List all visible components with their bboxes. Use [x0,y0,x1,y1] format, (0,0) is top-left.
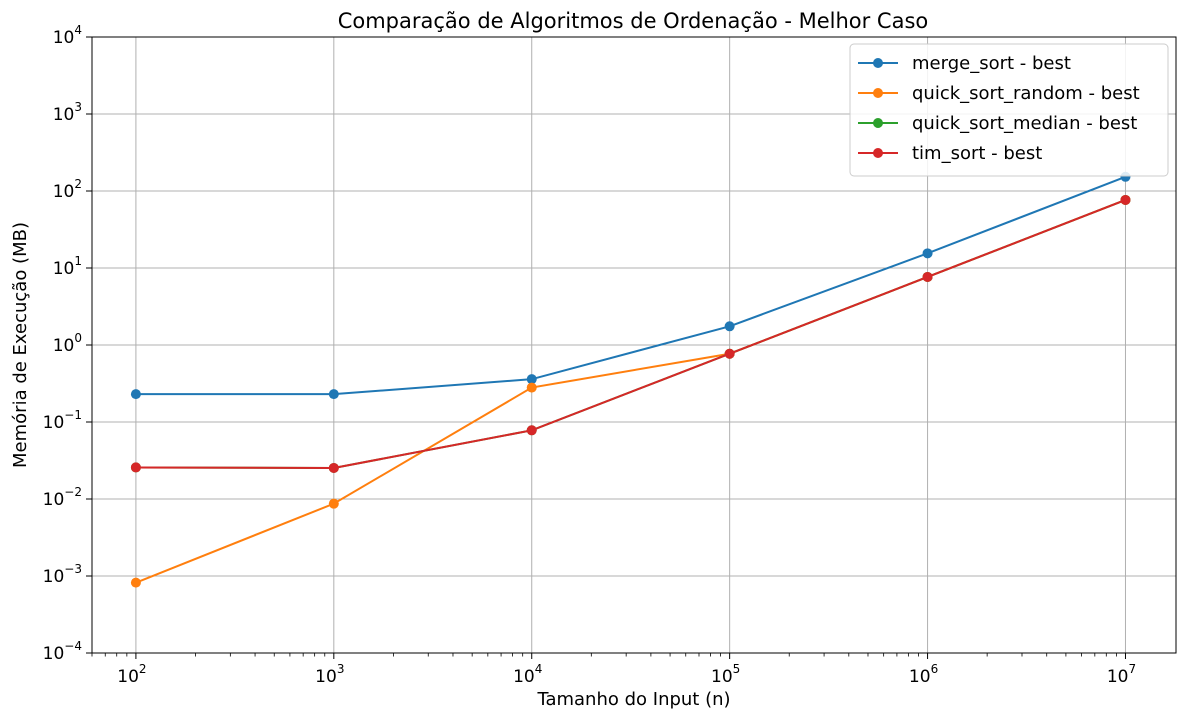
series-line [135,175,1126,396]
y-tick-label: 100 [53,331,82,356]
y-tick-label: 103 [53,100,82,125]
legend-label: merge_sort - best [912,53,1071,74]
series-merge-sort-best [130,171,1131,400]
legend: merge_sort - best quick_sort_random - bes… [849,43,1169,177]
y-tick-label: 10−3 [43,562,82,587]
legend-swatch-marker [873,118,883,128]
legend-label: tim_sort - best [912,143,1042,164]
y-tick-label: 10−4 [43,639,82,664]
x-tick-label: 107 [1107,662,1136,687]
series-tim-sort-best [130,194,1131,473]
x-tick-label: 105 [711,662,740,687]
data-point [328,498,339,509]
data-point [328,389,339,400]
series-line [135,199,1126,469]
data-point [922,271,933,282]
y-tick-label: 101 [53,254,82,279]
data-point [130,462,141,473]
y-tick-label: 10−2 [43,485,82,510]
legend-item: quick_sort_median - best [858,113,1137,134]
x-tick-label: 102 [117,662,146,687]
legend-item: tim_sort - best [858,143,1042,164]
data-point [130,577,141,588]
series-quick-sort-median-best [130,194,1131,473]
y-axis-label: Memória de Execução (MB) [10,222,31,468]
legend-label: quick_sort_random - best [912,83,1140,104]
y-tick-label: 102 [53,177,82,202]
series-layer [130,171,1131,588]
data-point [1120,194,1131,205]
series-line [135,199,1126,469]
x-axis-label: Tamanho do Input (n) [536,689,730,710]
legend-swatch-marker [873,148,883,158]
data-point [526,425,537,436]
data-point [724,348,735,359]
legend-box [849,43,1169,177]
data-point [328,462,339,473]
legend-label: quick_sort_median - best [912,113,1137,134]
x-tick-label: 106 [909,662,938,687]
x-tick-label: 103 [315,662,344,687]
chart-title: Comparação de Algoritmos de Ordenação - … [338,9,929,33]
data-point [922,248,933,259]
legend-swatch-marker [873,88,883,98]
tick-layer: 102 103 104 105 106 107 10−4 10−3 10−2 10−1 100 101… [43,23,1136,687]
data-point [724,321,735,332]
legend-swatch-marker [873,58,883,68]
data-point [526,382,537,393]
data-point [130,389,141,400]
y-tick-label: 10−1 [43,408,82,433]
legend-item: quick_sort_random - best [858,83,1140,104]
x-tick-label: 104 [513,662,542,687]
legend-item: merge_sort - best [858,53,1071,74]
y-tick-label: 104 [53,23,82,48]
data-point [526,374,537,385]
